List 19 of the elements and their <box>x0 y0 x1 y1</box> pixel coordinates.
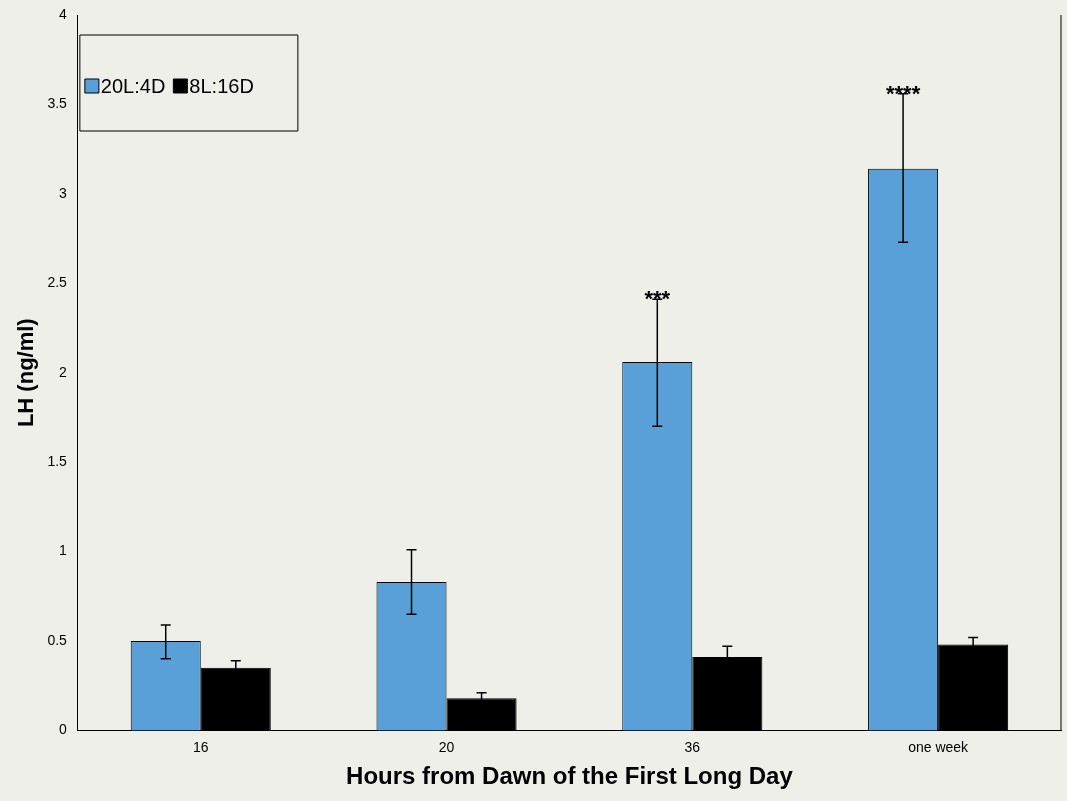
y-tick-label: 0.5 <box>47 631 68 648</box>
y-tick-label: 1.5 <box>47 452 68 469</box>
annotation: *** <box>644 286 671 312</box>
y-tick-label: 2.5 <box>47 274 68 291</box>
x-tick-label: one week <box>908 738 970 755</box>
annotation: **** <box>885 80 921 106</box>
x-tick-label: 16 <box>192 738 209 755</box>
x-axis-title: Hours from Dawn of the First Long Day <box>346 762 794 790</box>
legend-label: 20L:4D <box>100 74 166 97</box>
y-tick-label: 1 <box>59 542 68 559</box>
y-axis-title: LH (ng/ml) <box>13 318 39 428</box>
legend-label: 8L:16D <box>189 74 254 97</box>
y-tick-label: 2 <box>59 363 68 380</box>
x-tick-label: 20 <box>438 738 455 755</box>
y-tick-label: 3.5 <box>47 95 68 112</box>
x-tick-label: 36 <box>684 738 701 755</box>
y-tick-label: 0 <box>59 721 68 738</box>
y-tick-label: 4 <box>59 5 68 22</box>
y-tick-label: 3 <box>59 184 68 201</box>
